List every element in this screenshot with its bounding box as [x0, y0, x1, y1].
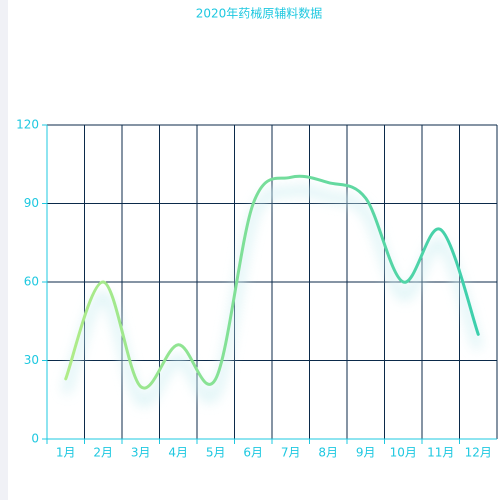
side-strip: [0, 0, 8, 500]
y-tick-label: 30: [24, 353, 39, 367]
x-tick-label: 9月: [356, 446, 376, 460]
line-shadow: [61, 186, 483, 407]
x-tick-label: 6月: [243, 446, 263, 460]
line: [64, 174, 480, 390]
x-tick-label: 1月: [56, 446, 76, 460]
x-tick-label: 12月: [465, 446, 492, 460]
x-tick-label: 10月: [390, 446, 417, 460]
x-tick-label: 3月: [131, 446, 151, 460]
x-tick-label: 11月: [427, 446, 454, 460]
x-tick-label: 4月: [168, 446, 188, 460]
y-tick-label: 120: [16, 118, 39, 132]
x-tick-label: 8月: [318, 446, 338, 460]
y-tick-label: 0: [31, 432, 39, 446]
y-tick-label: 90: [24, 196, 39, 210]
y-tick-label: 60: [24, 275, 39, 289]
x-tick-label: 2月: [93, 446, 113, 460]
chart-title: 2020年药械原辅料数据: [196, 6, 323, 21]
x-tick-label: 7月: [281, 446, 301, 460]
x-tick-label: 5月: [206, 446, 226, 460]
